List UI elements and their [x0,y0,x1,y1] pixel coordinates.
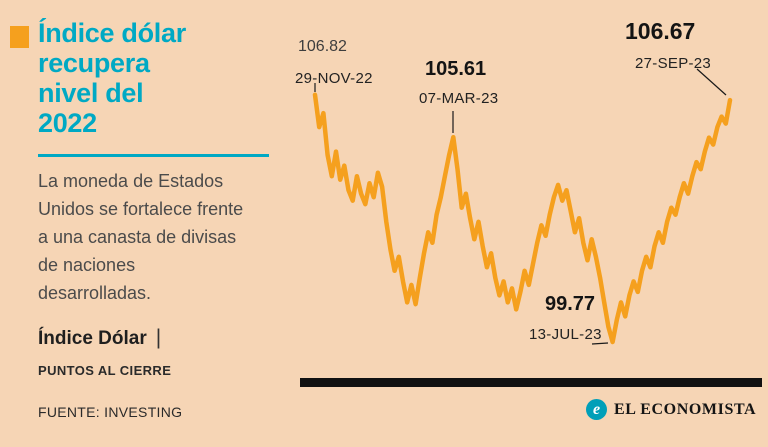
annotation-value: 99.77 [545,293,595,316]
annotation-date-text: 07-MAR-23 [419,90,499,107]
series-label: Índice Dólar | [38,326,161,350]
annotation-date: 27-SEP-23 [635,55,711,73]
title-underline [38,154,269,157]
annotation-value: 105.61 [425,58,486,81]
accent-square [10,26,29,48]
brand-icon: e [586,399,607,420]
annotation-value: 106.67 [625,18,695,45]
annotation-date-text: 27-SEP-23 [635,55,712,72]
annotation-date: 29-NOV-22 [295,70,373,88]
units-label: PUNTOS AL CIERRE [38,363,172,378]
annotation-date-text: 13-JUL-23 [529,326,602,343]
annotation-value-text: 105.61 [425,58,487,80]
brand-name: EL ECONOMISTA [614,400,757,418]
page-title-line: recupera [38,48,150,78]
page-title-line: Índice dólar [38,18,186,48]
annotation-date: 13-JUL-23 [529,326,602,344]
source-label: FUENTE: INVESTING [38,404,183,420]
series-label-text: Índice Dólar [38,328,147,349]
page-title-line: 2022 [38,108,97,138]
description-text: La moneda de Estados Unidos se fortalece… [38,171,244,303]
dollar-index-line [312,92,733,345]
page-title-line: nivel del [38,78,144,108]
brand-logo: e EL ECONOMISTA [586,399,756,420]
leader-line [591,342,609,345]
chart: 106.82 29-NOV-22 105.61 07-MAR-23 99.77 … [295,15,760,395]
annotation-value-text: 106.67 [625,18,696,44]
annotation-value-text: 99.77 [545,293,596,315]
baseline-bar [300,378,762,387]
annotation-date: 07-MAR-23 [419,90,498,108]
leader-line [696,68,727,96]
page-title: Índice dólar recupera nivel del 2022 [38,18,186,138]
chart-canvas [312,68,733,345]
annotation-date-text: 29-NOV-22 [295,70,373,87]
annotation-value: 106.82 [298,38,347,55]
series-label-separator: | [155,326,162,349]
